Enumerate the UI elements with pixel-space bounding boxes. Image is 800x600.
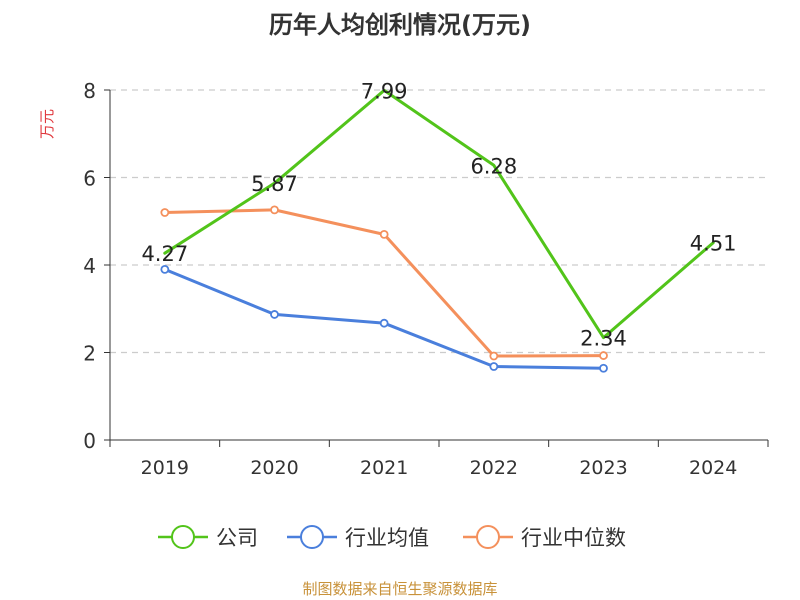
x-tick-label: 2023: [579, 457, 627, 479]
series-point-2: [379, 229, 389, 239]
x-tick-label: 2020: [250, 457, 298, 479]
x-tick-label: 2019: [141, 457, 189, 479]
y-tick-label: 2: [83, 342, 96, 366]
series-point-1: [270, 310, 279, 319]
series-point-2: [489, 351, 499, 361]
series-point-2: [599, 351, 608, 360]
series-point-2: [160, 208, 170, 217]
x-tick-label: 2021: [360, 457, 408, 479]
y-tick-label: 4: [83, 254, 96, 278]
data-label: 2.34: [580, 327, 627, 351]
chart-title: 历年人均创利情况(万元): [269, 11, 531, 39]
data-label: 4.27: [141, 242, 188, 266]
data-label: 6.28: [470, 154, 517, 178]
series-point-2: [270, 205, 279, 215]
x-tick-label: 2024: [689, 457, 737, 479]
legend-marker: [476, 525, 500, 549]
source-footer: 制图数据来自恒生聚源数据库: [302, 580, 497, 598]
series-point-1: [599, 363, 608, 373]
legend-label: 行业中位数: [521, 526, 626, 550]
data-label: 7.99: [361, 79, 408, 103]
y-axis-label: 万元: [38, 109, 56, 139]
x-tick-label: 2022: [470, 457, 518, 479]
y-tick-label: 8: [83, 79, 96, 103]
y-tick-label: 6: [83, 167, 96, 191]
legend-label: 公司: [216, 526, 258, 550]
legend-marker: [171, 525, 195, 549]
legend-marker: [300, 525, 324, 549]
data-label: 5.87: [251, 172, 298, 196]
series-point-1: [160, 264, 170, 274]
legend-label: 行业均值: [345, 526, 429, 550]
series-point-1: [379, 318, 389, 328]
series-point-1: [489, 362, 499, 371]
series-line-0: [163, 88, 715, 340]
data-label: 4.51: [690, 232, 737, 256]
y-tick-label: 0: [83, 429, 96, 453]
